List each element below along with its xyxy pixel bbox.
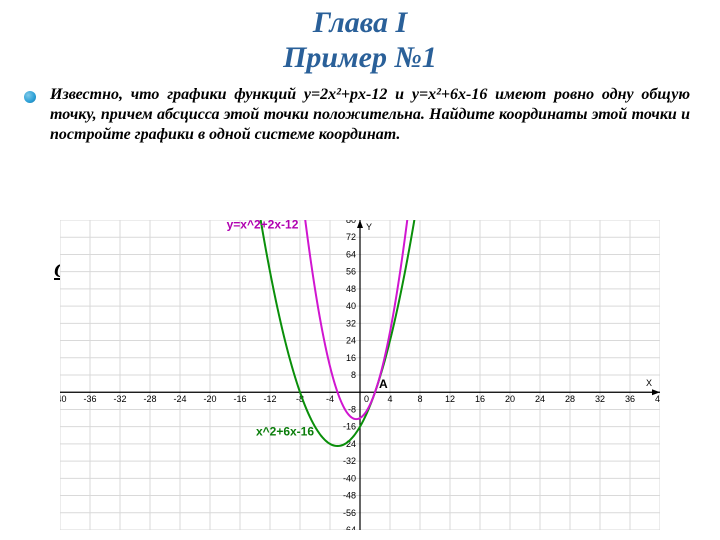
svg-text:32: 32: [595, 394, 605, 404]
svg-text:X: X: [646, 378, 652, 388]
svg-text:0: 0: [364, 394, 369, 404]
svg-text:32: 32: [346, 318, 356, 328]
svg-text:8: 8: [351, 370, 356, 380]
title-line-2: Пример №1: [283, 41, 437, 74]
svg-text:A: A: [379, 377, 388, 391]
svg-text:-12: -12: [263, 394, 276, 404]
svg-text:72: 72: [346, 232, 356, 242]
svg-text:16: 16: [346, 353, 356, 363]
svg-text:-56: -56: [343, 508, 356, 518]
svg-text:56: 56: [346, 267, 356, 277]
svg-text:36: 36: [625, 394, 635, 404]
svg-text:64: 64: [346, 249, 356, 259]
svg-text:-40: -40: [343, 473, 356, 483]
svg-text:-32: -32: [113, 394, 126, 404]
svg-text:-64: -64: [343, 525, 356, 530]
svg-text:20: 20: [505, 394, 515, 404]
svg-text:y=x^2+2x-12: y=x^2+2x-12: [227, 220, 299, 232]
svg-text:4: 4: [387, 394, 392, 404]
bullet-icon: [24, 91, 36, 103]
svg-text:Y: Y: [366, 222, 372, 232]
svg-text:-4: -4: [326, 394, 334, 404]
svg-text:48: 48: [346, 284, 356, 294]
svg-text:-28: -28: [143, 394, 156, 404]
svg-text:40: 40: [655, 394, 660, 404]
svg-text:x^2+6x-16: x^2+6x-16: [256, 424, 314, 438]
svg-text:-48: -48: [343, 491, 356, 501]
svg-text:16: 16: [475, 394, 485, 404]
svg-text:-36: -36: [83, 394, 96, 404]
svg-text:80: 80: [346, 220, 356, 225]
svg-text:-40: -40: [60, 394, 67, 404]
svg-text:24: 24: [535, 394, 545, 404]
svg-text:8: 8: [417, 394, 422, 404]
svg-text:-24: -24: [173, 394, 186, 404]
title-line-1: Глава I: [313, 6, 407, 39]
svg-text:-16: -16: [233, 394, 246, 404]
svg-text:-16: -16: [343, 422, 356, 432]
svg-text:-8: -8: [348, 404, 356, 414]
svg-text:24: 24: [346, 336, 356, 346]
svg-text:-32: -32: [343, 456, 356, 466]
svg-text:40: 40: [346, 301, 356, 311]
coordinate-chart: -40-36-32-28-24-20-16-12-8-4481216202428…: [60, 220, 660, 530]
svg-text:12: 12: [445, 394, 455, 404]
problem-text: Известно, что графики функций y=2x²+px-1…: [50, 86, 690, 143]
svg-text:-20: -20: [203, 394, 216, 404]
svg-text:28: 28: [565, 394, 575, 404]
